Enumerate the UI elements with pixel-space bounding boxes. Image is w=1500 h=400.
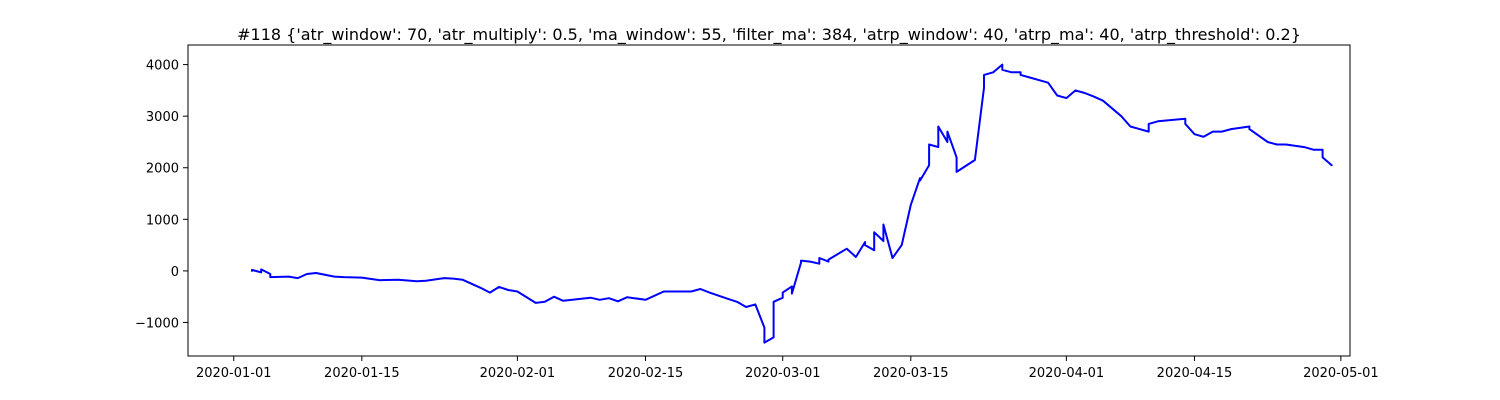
x-tick-label: 2020-04-15 xyxy=(1157,366,1233,381)
x-tick-label: 2020-04-01 xyxy=(1029,366,1105,381)
series-line xyxy=(251,63,1333,344)
y-tick-label: −1000 xyxy=(135,316,179,331)
plot-series xyxy=(251,63,1333,344)
x-tick-label: 2020-05-01 xyxy=(1303,366,1379,381)
y-tick-label: 0 xyxy=(171,265,179,280)
chart-title: #118 {'atr_window': 70, 'atr_multiply': … xyxy=(237,25,1301,45)
x-tick-label: 2020-02-15 xyxy=(608,366,684,381)
x-tick-label: 2020-02-01 xyxy=(480,366,556,381)
x-tick-label: 2020-03-15 xyxy=(873,366,949,381)
y-tick-label: 4000 xyxy=(146,59,179,74)
axis-ticks: 2020-01-01 2020-01-15 2020-02-01 2020-02-15… xyxy=(135,59,1379,381)
y-tick-label: 2000 xyxy=(146,162,179,177)
x-tick-label: 2020-03-01 xyxy=(745,366,821,381)
y-tick-label: 1000 xyxy=(146,213,179,228)
y-tick-label: 3000 xyxy=(146,110,179,125)
x-tick-label: 2020-01-15 xyxy=(324,366,400,381)
x-tick-label: 2020-01-01 xyxy=(196,366,272,381)
plot-frame xyxy=(187,44,1351,357)
